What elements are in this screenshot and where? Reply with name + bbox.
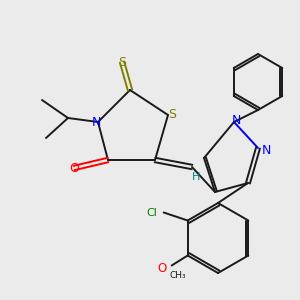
Text: N: N [91, 116, 101, 128]
Text: H: H [192, 172, 200, 182]
Text: S: S [118, 56, 126, 68]
Text: N: N [231, 113, 241, 127]
Text: S: S [168, 109, 176, 122]
Text: Cl: Cl [146, 208, 157, 218]
Text: N: N [261, 143, 271, 157]
Text: O: O [157, 262, 166, 275]
Text: O: O [69, 161, 79, 175]
Text: CH₃: CH₃ [170, 271, 186, 280]
